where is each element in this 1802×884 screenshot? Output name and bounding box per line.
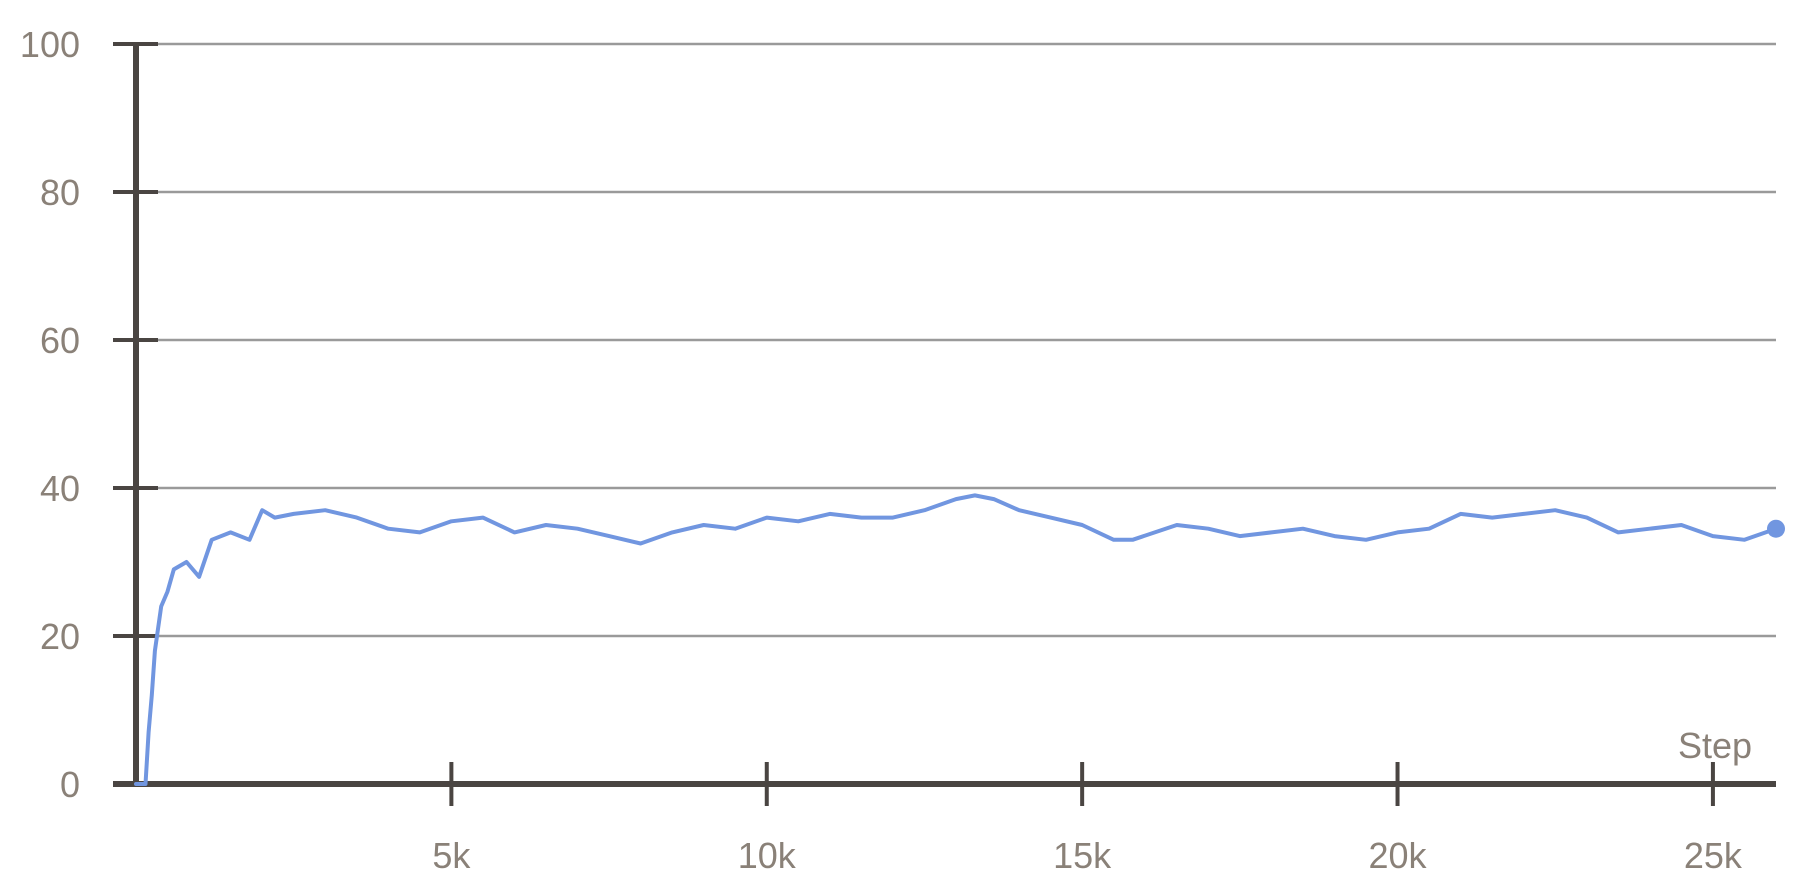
- series-line-0: [134, 493, 1778, 786]
- y-tick-label-40: 40: [40, 468, 80, 509]
- y-tick-label-100: 100: [20, 24, 80, 65]
- x-axis-ticks: 5k 10k 15k 20k 25k: [432, 762, 1743, 876]
- x-tick-label-10k: 10k: [738, 835, 797, 876]
- grid-lines: [136, 42, 1776, 638]
- x-tick-label-15k: 15k: [1053, 835, 1112, 876]
- x-tick-label-20k: 20k: [1369, 835, 1428, 876]
- x-tick-label-25k: 25k: [1684, 835, 1743, 876]
- series-layer: [134, 493, 1785, 786]
- y-tick-label-20: 20: [40, 616, 80, 657]
- y-tick-label-80: 80: [40, 172, 80, 213]
- y-tick-label-60: 60: [40, 320, 80, 361]
- series-end-marker[interactable]: [1767, 519, 1785, 538]
- y-tick-label-0: 0: [60, 764, 80, 805]
- x-axis-title: Step: [1678, 725, 1752, 766]
- x-tick-label-5k: 5k: [432, 835, 471, 876]
